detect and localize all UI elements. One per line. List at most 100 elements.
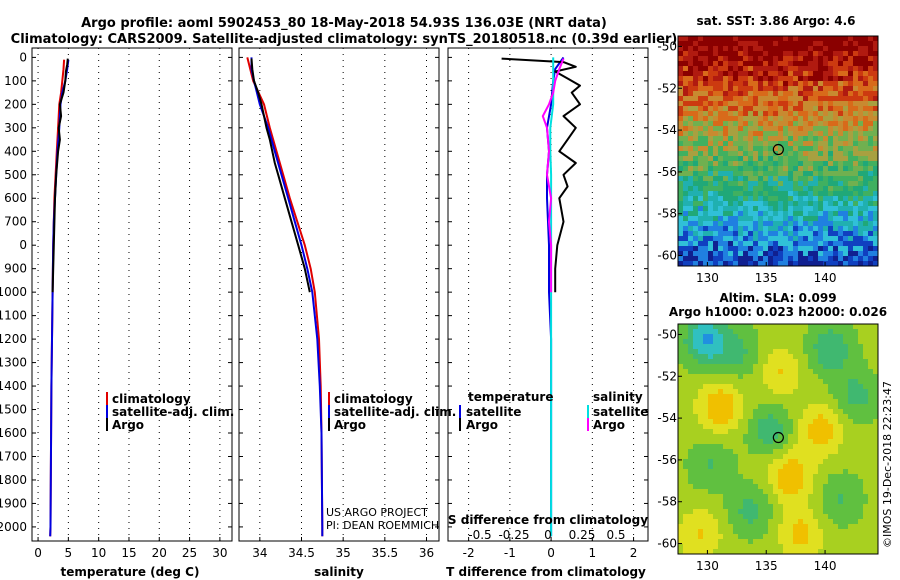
- sla-cell: [738, 529, 743, 534]
- sst-cell: [743, 206, 748, 211]
- depth-tick-label: 400: [4, 144, 27, 158]
- sst-cell: [803, 126, 808, 131]
- sla-cell: [698, 349, 703, 354]
- sst-cell: [848, 51, 853, 56]
- sla-cell: [788, 549, 793, 554]
- sla-cell: [873, 484, 878, 489]
- sla-cell: [868, 514, 873, 519]
- sst-cell: [758, 61, 763, 66]
- sla-cell: [713, 519, 718, 524]
- sst-cell: [853, 151, 858, 156]
- sst-cell: [763, 196, 768, 201]
- sla-cell: [848, 424, 853, 429]
- sla-cell: [783, 349, 788, 354]
- sla-cell: [848, 324, 853, 329]
- sst-cell: [803, 186, 808, 191]
- sst-cell: [803, 206, 808, 211]
- sst-cell: [708, 71, 713, 76]
- sst-cell: [828, 106, 833, 111]
- sst-cell: [713, 36, 718, 41]
- sst-cell: [733, 246, 738, 251]
- sst-cell: [678, 96, 683, 101]
- sla-cell: [688, 474, 693, 479]
- sst-cell: [793, 206, 798, 211]
- sla-cell: [858, 509, 863, 514]
- sst-cell: [743, 41, 748, 46]
- depth-tick-label: 700: [4, 215, 27, 229]
- sla-cell: [733, 399, 738, 404]
- sla-cell: [788, 399, 793, 404]
- sst-cell: [688, 236, 693, 241]
- sla-cell: [863, 414, 868, 419]
- sla-cell: [768, 499, 773, 504]
- sla-cell: [873, 354, 878, 359]
- sla-cell: [858, 414, 863, 419]
- sla-cell: [698, 524, 703, 529]
- sst-cell: [793, 196, 798, 201]
- sla-cell: [703, 424, 708, 429]
- sla-cell: [723, 369, 728, 374]
- sst-cell: [748, 76, 753, 81]
- sla-cell: [698, 459, 703, 464]
- sst-cell: [798, 221, 803, 226]
- sla-cell: [873, 324, 878, 329]
- sla-cell: [753, 539, 758, 544]
- sla-cell: [808, 444, 813, 449]
- depth-tick-label: 0: [19, 50, 27, 64]
- depth-tick-label: 0: [19, 238, 27, 252]
- sla-cell: [758, 504, 763, 509]
- sla-cell: [833, 519, 838, 524]
- sst-cell: [813, 141, 818, 146]
- sla-cell: [863, 524, 868, 529]
- sla-cell: [863, 379, 868, 384]
- sla-cell: [708, 479, 713, 484]
- sst-cell: [853, 121, 858, 126]
- sla-cell: [788, 404, 793, 409]
- sla-cell: [733, 419, 738, 424]
- sst-cell: [763, 106, 768, 111]
- sst-cell: [793, 136, 798, 141]
- sst-cell: [853, 236, 858, 241]
- sst-cell: [863, 96, 868, 101]
- sla-cell: [838, 459, 843, 464]
- sst-cell: [868, 106, 873, 111]
- sst-cell: [858, 236, 863, 241]
- sla-cell: [848, 419, 853, 424]
- sst-cell: [718, 106, 723, 111]
- sst-cell: [698, 86, 703, 91]
- sst-cell: [753, 241, 758, 246]
- sla-cell: [778, 474, 783, 479]
- sst-cell: [703, 71, 708, 76]
- sla-cell: [728, 529, 733, 534]
- sla-cell: [848, 379, 853, 384]
- sla-cell: [738, 384, 743, 389]
- sst-cell: [698, 206, 703, 211]
- sst-cell: [678, 41, 683, 46]
- sla-cell: [743, 409, 748, 414]
- sst-cell: [708, 91, 713, 96]
- sla-cell: [713, 394, 718, 399]
- sla-cell: [783, 439, 788, 444]
- sla-cell: [703, 434, 708, 439]
- sla-cell: [818, 394, 823, 399]
- sst-cell: [688, 251, 693, 256]
- sst-cell: [688, 201, 693, 206]
- sst-cell: [753, 176, 758, 181]
- sst-cell: [843, 136, 848, 141]
- sla-cell: [688, 369, 693, 374]
- sst-cell: [723, 101, 728, 106]
- sst-cell: [768, 181, 773, 186]
- sst-cell: [783, 256, 788, 261]
- sla-cell: [763, 429, 768, 434]
- sst-cell: [783, 136, 788, 141]
- sst-cell: [753, 136, 758, 141]
- sst-cell: [743, 96, 748, 101]
- sst-cell: [713, 101, 718, 106]
- sst-cell: [808, 46, 813, 51]
- sla-cell: [693, 449, 698, 454]
- sst-cell: [703, 66, 708, 71]
- sla-cell: [693, 364, 698, 369]
- sst-cell: [828, 136, 833, 141]
- sla-cell: [698, 464, 703, 469]
- sst-cell: [723, 46, 728, 51]
